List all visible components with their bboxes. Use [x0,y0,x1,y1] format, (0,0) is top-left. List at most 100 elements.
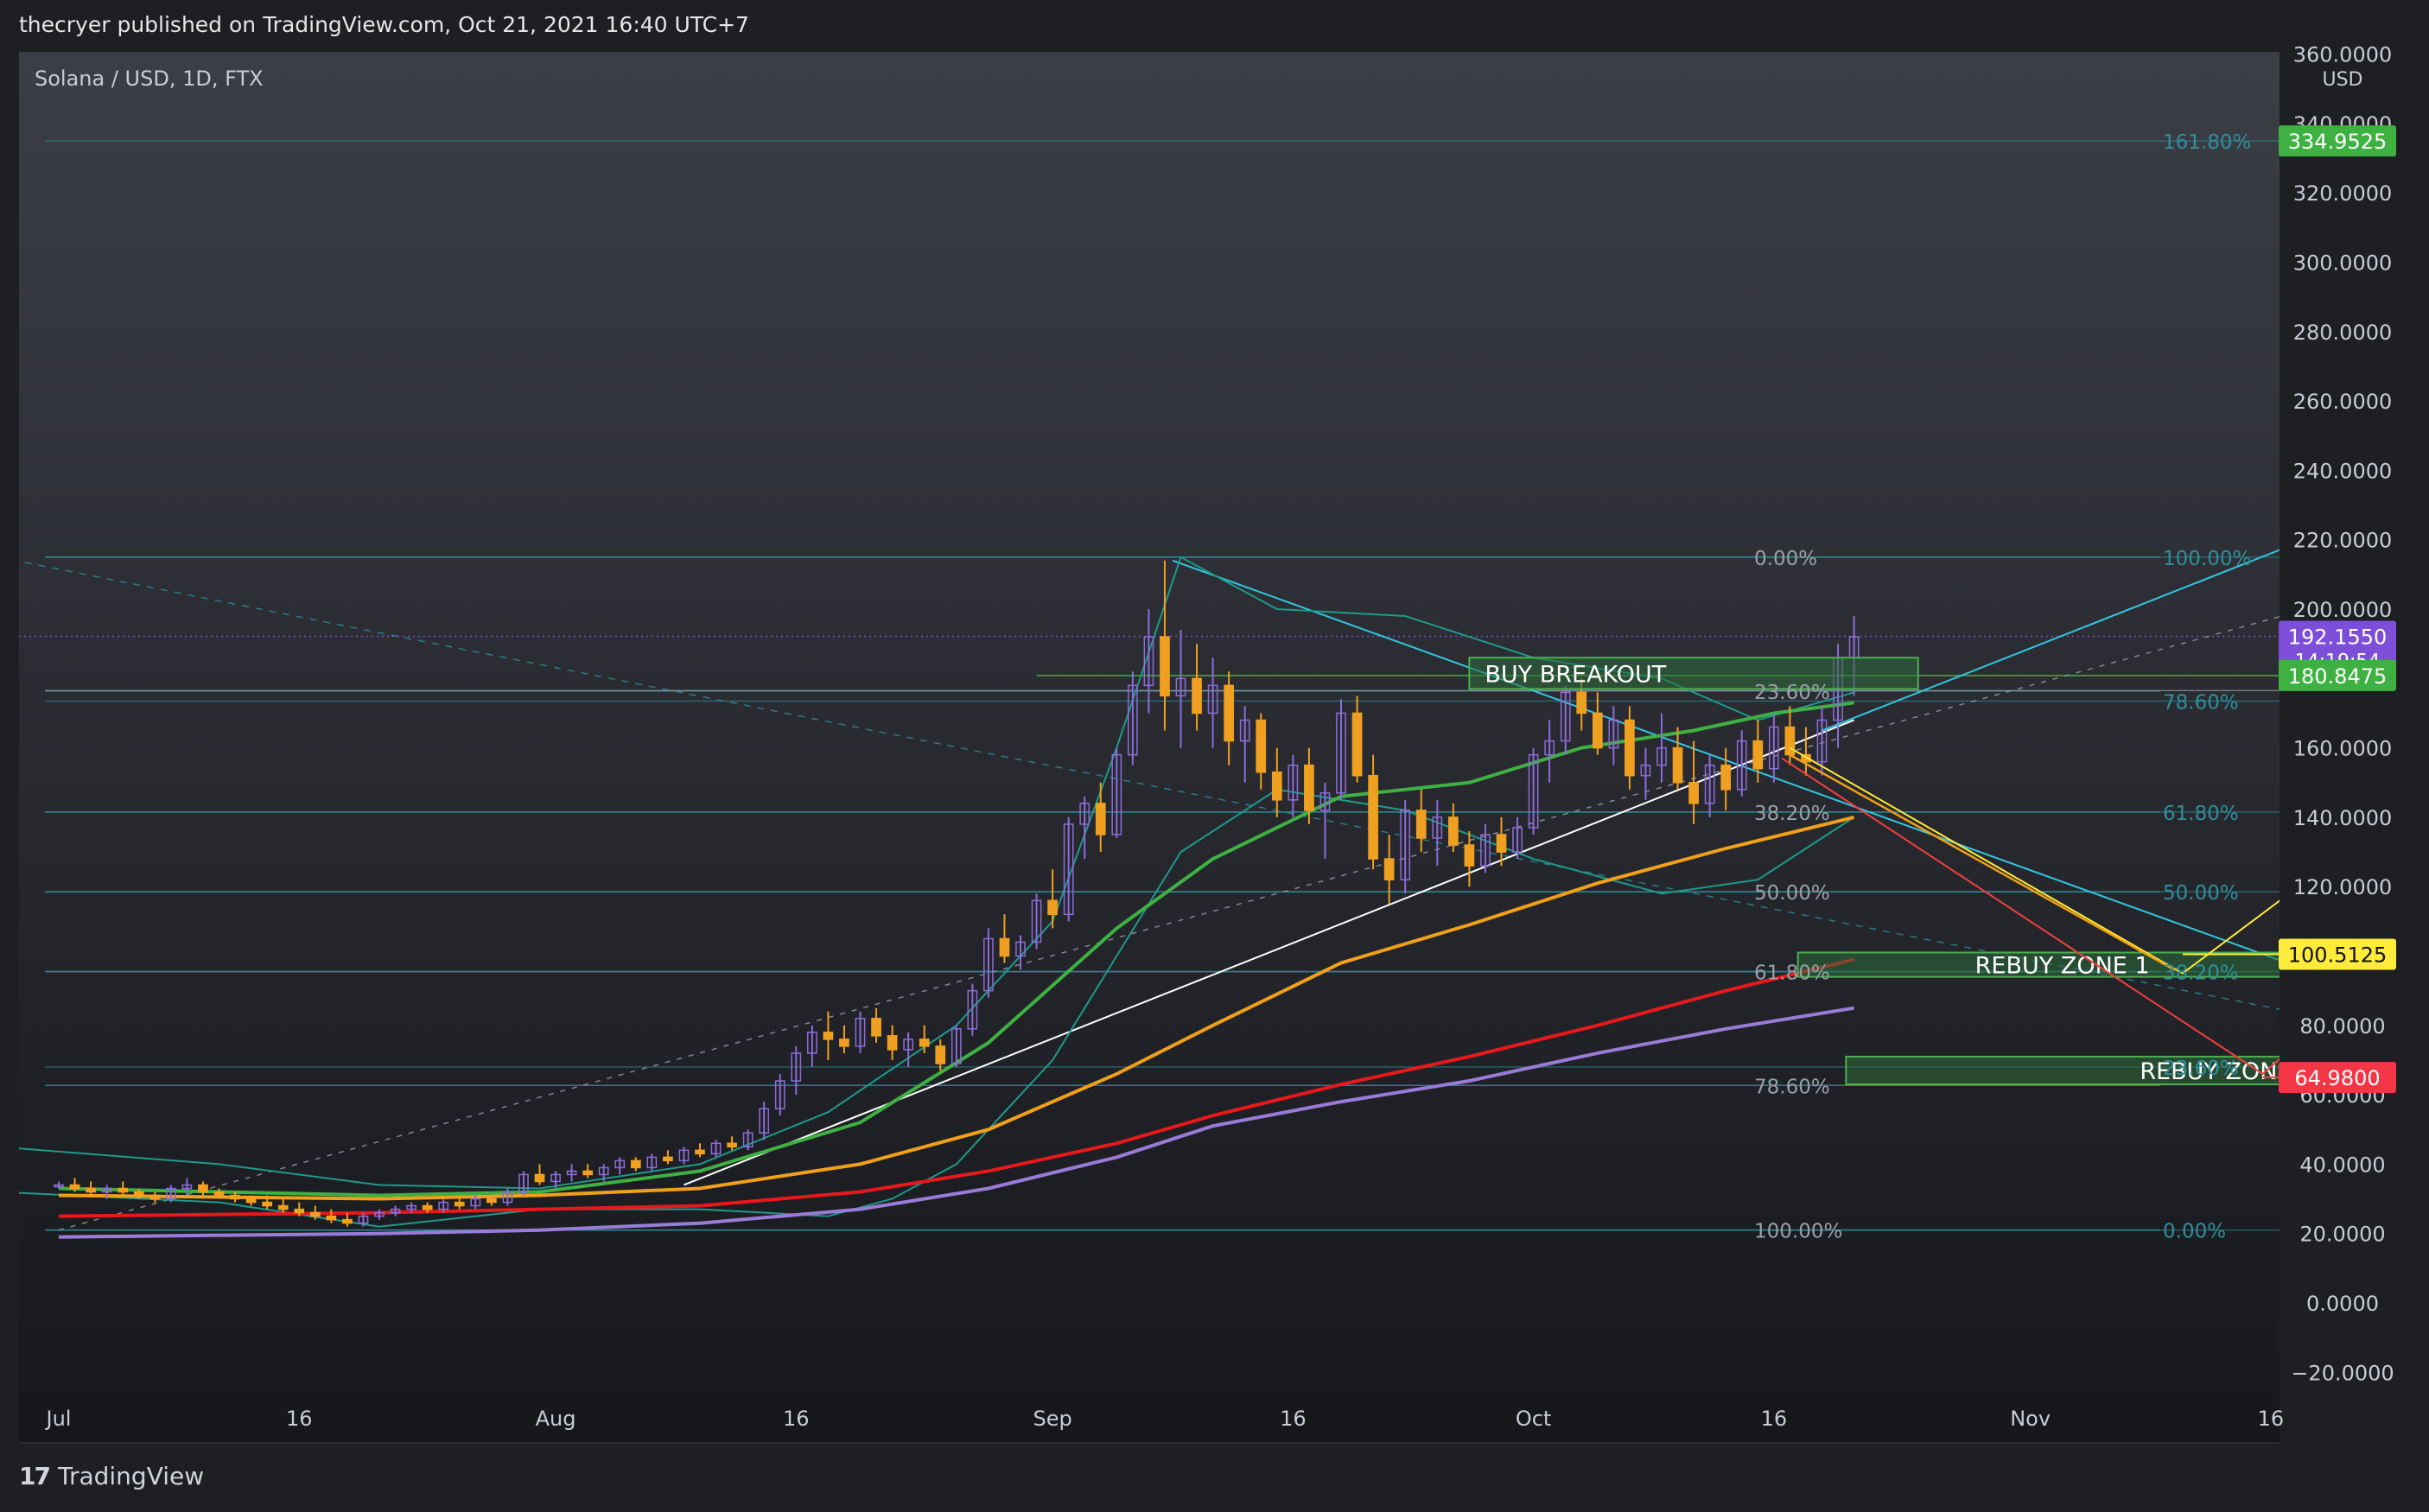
candle [213,1188,225,1199]
y-tick-label: 360.0000 [2293,43,2393,67]
publish-info: thecryer published on TradingView.com, O… [19,12,749,37]
candle-body [1031,899,1042,943]
candle [1127,671,1138,766]
y-tick-label: 320.0000 [2293,181,2393,206]
candle-body [406,1204,416,1210]
y-tick-label: −20.0000 [2291,1361,2394,1385]
candle [663,1150,673,1165]
candle-body [630,1159,641,1169]
candle [262,1195,273,1210]
fib-a-label: 0.00% [1754,548,1817,570]
candle [245,1195,257,1206]
x-tick-label: Sep [1033,1407,1071,1431]
price-tag-value: 180.8475 [2288,664,2388,689]
x-tick-label: 16 [1761,1407,1788,1431]
candle-body [774,1080,785,1109]
y-tick-label: 220.0000 [2293,529,2393,553]
candle-body [1288,764,1299,801]
fib-b-label: 50.00% [2163,882,2239,905]
candle [678,1147,690,1165]
candle-body [1768,726,1779,770]
candle [1752,720,1764,783]
candle [1736,730,1747,797]
y-tick-label: 120.0000 [2293,875,2393,899]
candle [1672,727,1683,790]
annotation-box [1468,657,1919,690]
ma-green [58,701,1854,1198]
candle-body [390,1208,401,1214]
candle-body [678,1149,690,1162]
candle [823,1011,834,1060]
y-tick-label: 40.0000 [2299,1153,2385,1177]
candle-body [1063,823,1074,916]
candle-body [1224,684,1235,742]
candle [727,1136,737,1151]
candle-body [1496,834,1507,853]
candle [1031,893,1042,950]
candle [1464,830,1475,887]
candle-body [759,1108,770,1134]
ma-red [58,957,1855,1218]
candle [871,1007,881,1043]
candle [1271,747,1282,817]
fib-b-label: 23.60% [2163,1058,2239,1080]
candle [999,914,1010,963]
candle [1256,713,1267,790]
candle [1528,747,1539,835]
candle-body [294,1208,305,1214]
candle [1336,699,1346,800]
candle-body [230,1194,240,1200]
candle-body [454,1201,465,1207]
candle-body [1560,691,1571,742]
candle [903,1032,914,1067]
candle-body [1319,792,1331,811]
fib-b-label: 78.60% [2163,691,2239,714]
candle-body [1688,782,1699,804]
fib-b-label: 161.80% [2163,131,2251,154]
x-tick-label: Aug [536,1407,576,1431]
candle-body [1480,834,1491,867]
candle [358,1212,369,1227]
candle-body [518,1173,529,1193]
uptrend-line [684,719,1854,1186]
candle [935,1039,946,1070]
candle-body [198,1184,208,1193]
candle-body [262,1201,273,1207]
candle [951,1025,962,1067]
price-tag-value: 64.9800 [2294,1066,2380,1090]
candle [582,1164,594,1178]
candle-body [502,1191,513,1204]
candle-body [1801,753,1811,763]
price-tag-value: 334.9525 [2288,130,2388,154]
annotation-label: REBUY ZONE 2 [2140,1058,2314,1085]
annotation-box [1845,1055,2280,1086]
projection-cyan [1822,549,2280,732]
candle [774,1074,785,1116]
candle-body [1304,764,1314,811]
candle [133,1188,144,1199]
candle [1111,747,1122,838]
candle [614,1157,626,1175]
candle-body [791,1052,802,1082]
candle-body [54,1184,64,1188]
x-tick-label: 16 [2258,1407,2285,1431]
candle [1688,740,1699,824]
candle-body [1256,719,1267,773]
candle [1544,720,1555,783]
y-tick-label: 200.0000 [2293,598,2393,622]
x-tick-label: 16 [783,1407,810,1431]
candle-body [470,1198,481,1207]
fib-b-label: 100.00% [2163,548,2251,570]
candle [1239,706,1250,783]
candle [1015,935,1026,970]
downtrend-line [1172,559,2280,962]
footer: 𝟭𝟳 TradingView [19,1462,204,1490]
y-tick-label: 140.0000 [2293,806,2393,830]
candle [374,1209,385,1220]
candle-body [1432,816,1443,839]
x-tick-label: 16 [1280,1407,1307,1431]
candle-body [663,1156,673,1162]
candle-body [374,1211,385,1217]
fib-b-label: 38.20% [2163,962,2239,985]
